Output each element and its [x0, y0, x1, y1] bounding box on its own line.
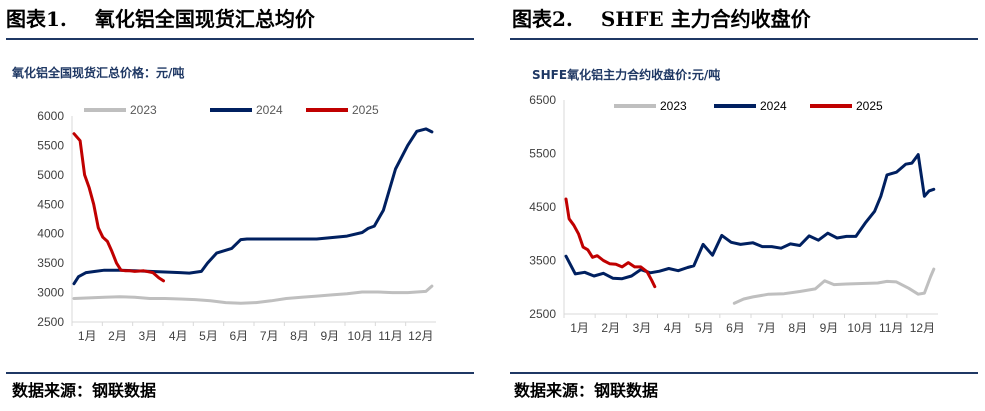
legend-label-2024: 2024 — [256, 103, 283, 117]
y-tick-label: 5500 — [37, 138, 64, 152]
x-tick-label: 9月 — [820, 321, 839, 335]
x-tick-label: 2月 — [601, 321, 620, 335]
x-tick-label: 10月 — [847, 321, 872, 335]
x-tick-label: 9月 — [320, 329, 339, 343]
x-tick-label: 7月 — [260, 329, 279, 343]
series-line-2025 — [564, 197, 657, 289]
y-tick-label: 2500 — [37, 315, 64, 329]
x-tick-label: 1月 — [78, 329, 97, 343]
y-tick-label: 3000 — [37, 286, 64, 300]
figure-2-source: 数据来源：钢联数据 — [514, 381, 659, 400]
figure-2-bottom-rule — [510, 372, 978, 374]
legend-label-2025: 2025 — [856, 99, 883, 113]
x-tick-label: 12月 — [910, 321, 935, 335]
figure-2-title: SHFE 主力合约收盘价 — [600, 7, 811, 31]
chart-2-title: SHFE氧化铝主力合约收盘价:元/吨 — [532, 68, 721, 82]
x-tick-label: 7月 — [757, 321, 776, 335]
chart-1-svg: 2500 3000 3500 4000 4500 5000 5500 6000 1月 2月 3月 4月… — [37, 103, 436, 343]
y-tick-label: 3500 — [529, 254, 556, 268]
figure-2-label: 图表2. — [512, 7, 573, 31]
x-tick-label: 10月 — [347, 329, 372, 343]
legend-label-2024: 2024 — [760, 99, 787, 113]
legend-label-2025: 2025 — [352, 103, 379, 117]
x-tick-label: 5月 — [199, 329, 218, 343]
y-tick-label: 6000 — [37, 109, 64, 123]
y-tick-label: 3500 — [37, 256, 64, 270]
x-tick-label: 11月 — [378, 329, 402, 343]
x-tick-label: 3月 — [633, 321, 652, 335]
chart-2-svg: 2500 3500 4500 5500 6500 1月 2月 3月 4月 5月 6月 7月 8月 9月 10… — [529, 93, 938, 335]
x-tick-label: 1月 — [570, 321, 589, 335]
series-line-2023 — [732, 267, 936, 305]
legend-label-2023: 2023 — [130, 103, 157, 117]
y-tick-label: 5500 — [529, 147, 556, 161]
series-line-2025 — [72, 132, 165, 283]
x-tick-label: 12月 — [408, 329, 433, 343]
y-tick-label: 4500 — [529, 200, 556, 214]
figure-2-header: 图表2. SHFE 主力合约收盘价 — [512, 2, 811, 36]
series-line-2024 — [564, 153, 936, 281]
figure-1-title: 氧化铝全国现货汇总均价 — [94, 7, 315, 31]
x-tick-label: 6月 — [229, 329, 248, 343]
x-tick-label: 6月 — [726, 321, 745, 335]
y-tick-label: 6500 — [529, 93, 556, 107]
x-tick-label: 8月 — [290, 329, 309, 343]
x-tick-label: 5月 — [695, 321, 714, 335]
chart-1-title: 氧化铝全国现货汇总价格：元/吨 — [12, 66, 185, 80]
series-line-2024 — [72, 127, 434, 286]
figure-1-bottom-rule — [6, 372, 474, 374]
y-tick-label: 5000 — [37, 168, 64, 182]
x-tick-label: 4月 — [664, 321, 683, 335]
y-tick-label: 4500 — [37, 197, 64, 211]
series-line-2023 — [72, 284, 434, 305]
figure-1-header: 图表1. 氧化铝全国现货汇总均价 — [6, 2, 315, 36]
x-tick-label: 8月 — [788, 321, 807, 335]
y-tick-label: 4000 — [37, 227, 64, 241]
y-tick-label: 2500 — [529, 307, 556, 321]
x-tick-label: 4月 — [169, 329, 188, 343]
x-tick-label: 11月 — [879, 321, 903, 335]
legend-label-2023: 2023 — [660, 99, 687, 113]
x-tick-label: 3月 — [138, 329, 157, 343]
x-tick-label: 2月 — [108, 329, 127, 343]
figure-1-top-rule — [6, 38, 474, 40]
figure-1-label: 图表1. — [6, 7, 67, 31]
figure-2-chart-panel: SHFE氧化铝主力合约收盘价:元/吨 2500 3500 4500 5500 6500 1… — [510, 48, 978, 370]
figure-1-chart-panel: 氧化铝全国现货汇总价格：元/吨 2500 3000 3500 4000 4500 5000… — [6, 48, 474, 370]
figure-1-source: 数据来源：钢联数据 — [12, 381, 157, 400]
figure-2-top-rule — [510, 38, 978, 40]
